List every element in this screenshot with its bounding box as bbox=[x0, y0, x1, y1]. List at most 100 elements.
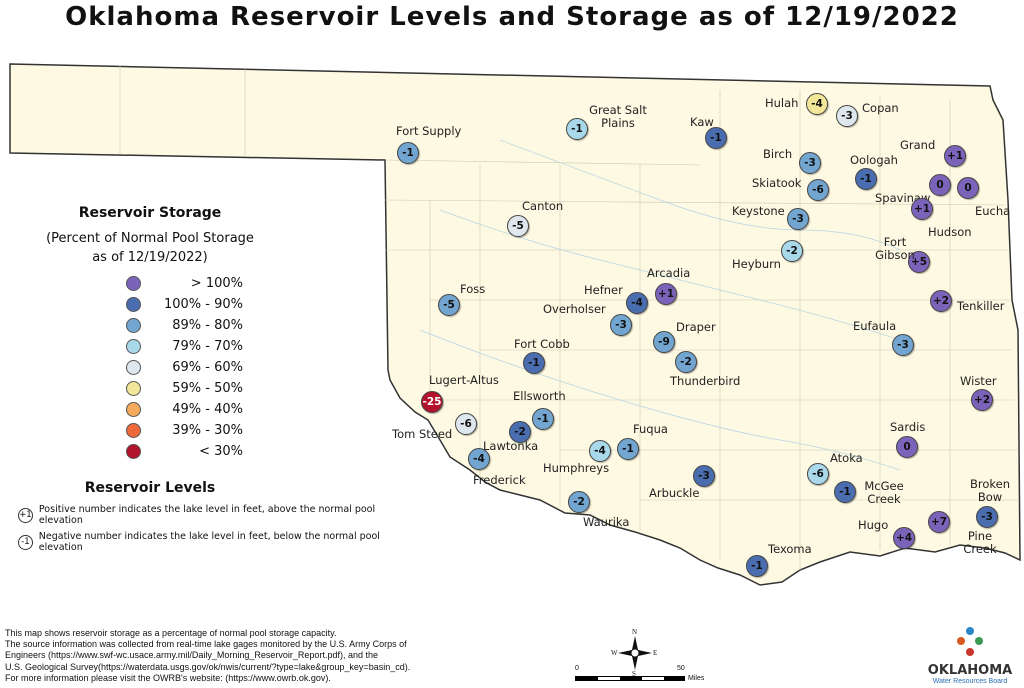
reservoir-label: Hugo bbox=[858, 518, 889, 532]
reservoir-marker[interactable]: -3 bbox=[892, 334, 914, 356]
reservoir-marker[interactable]: -3 bbox=[610, 314, 632, 336]
reservoir-label: Lugert-Altus bbox=[429, 373, 499, 387]
reservoir-marker[interactable]: -3 bbox=[787, 208, 809, 230]
reservoir-marker[interactable]: -1 bbox=[523, 352, 545, 374]
reservoir-marker[interactable]: +5 bbox=[908, 251, 930, 273]
reservoir-marker[interactable]: -3 bbox=[976, 506, 998, 528]
reservoir-marker[interactable]: -1 bbox=[746, 555, 768, 577]
reservoir-label: Oologah bbox=[850, 153, 898, 167]
reservoir-label: Grand bbox=[900, 138, 936, 152]
legend-swatch-icon bbox=[126, 360, 141, 375]
reservoir-marker[interactable]: -3 bbox=[836, 105, 858, 127]
note-line: For more information please visit the OW… bbox=[5, 672, 331, 683]
scale-end: 50 bbox=[677, 665, 685, 672]
reservoir-marker[interactable]: -9 bbox=[653, 331, 675, 353]
reservoir-marker[interactable]: -2 bbox=[675, 351, 697, 373]
reservoir-label: Birch bbox=[763, 147, 793, 161]
reservoir-marker[interactable]: -6 bbox=[807, 463, 829, 485]
reservoir-label: Arcadia bbox=[647, 266, 691, 280]
reservoir-label: Humphreys bbox=[543, 461, 610, 475]
reservoir-label: Keystone bbox=[732, 204, 785, 218]
reservoir-marker[interactable]: -1 bbox=[834, 481, 856, 503]
reservoir-label: Fort Supply bbox=[396, 124, 462, 138]
legend-label: 39% - 30% bbox=[172, 423, 243, 438]
legend-class: > 100% bbox=[0, 273, 300, 294]
negative-level-icon: -1 bbox=[18, 534, 33, 550]
reservoir-label: Canton bbox=[522, 199, 564, 213]
reservoir-marker[interactable]: -2 bbox=[781, 240, 803, 262]
reservoir-label: Waurika bbox=[583, 515, 630, 529]
reservoir-marker[interactable]: -3 bbox=[799, 152, 821, 174]
reservoir-marker[interactable]: -2 bbox=[509, 421, 531, 443]
reservoir-marker[interactable]: -2 bbox=[568, 491, 590, 513]
reservoir-label: Hudson bbox=[928, 225, 972, 239]
legend-class: 39% - 30% bbox=[0, 420, 300, 441]
levels-legend: Reservoir Levels +1 Positive number indic… bbox=[0, 480, 420, 558]
reservoir-label: McGee Creek bbox=[864, 479, 904, 506]
legend-swatch-icon bbox=[126, 402, 141, 417]
reservoir-marker[interactable]: -5 bbox=[438, 294, 460, 316]
reservoir-marker[interactable]: -1 bbox=[855, 168, 877, 190]
reservoir-label: Fort Gibson bbox=[875, 235, 915, 262]
reservoir-label: Overholser bbox=[543, 302, 606, 316]
reservoir-label: Pine Creek bbox=[963, 529, 997, 556]
reservoir-marker[interactable]: +2 bbox=[971, 389, 993, 411]
owrb-logo-icon bbox=[957, 627, 983, 656]
reservoir-label: Atoka bbox=[830, 451, 863, 465]
compass-e: E bbox=[653, 649, 658, 657]
legend-label: 89% - 80% bbox=[172, 318, 243, 333]
legend-class: 79% - 70% bbox=[0, 336, 300, 357]
reservoir-label: Sardis bbox=[890, 420, 926, 434]
reservoir-marker[interactable]: -1 bbox=[617, 438, 639, 460]
reservoir-marker[interactable]: -3 bbox=[693, 465, 715, 487]
reservoir-marker[interactable]: -4 bbox=[806, 93, 828, 115]
reservoir-marker[interactable]: -6 bbox=[807, 179, 829, 201]
legend-label: 49% - 40% bbox=[172, 402, 243, 417]
legend-label: 100% - 90% bbox=[163, 297, 243, 312]
reservoir-marker[interactable]: -4 bbox=[626, 292, 648, 314]
reservoir-marker[interactable]: -1 bbox=[705, 127, 727, 149]
reservoir-label: Eucha bbox=[975, 204, 1011, 218]
county-lines bbox=[119, 65, 1018, 570]
reservoir-marker[interactable]: -5 bbox=[507, 215, 529, 237]
reservoir-label: Kaw bbox=[690, 115, 714, 129]
reservoir-marker[interactable]: +2 bbox=[930, 290, 952, 312]
source-note: This map shows reservoir storage as a pe… bbox=[5, 628, 410, 684]
reservoir-marker[interactable]: -1 bbox=[397, 142, 419, 164]
reservoir-marker[interactable]: 0 bbox=[957, 177, 979, 199]
reservoir-marker[interactable]: 0 bbox=[896, 436, 918, 458]
reservoir-marker[interactable]: +4 bbox=[893, 527, 915, 549]
reservoir-label: Tenkiller bbox=[957, 299, 1005, 313]
legend-swatch-icon bbox=[126, 318, 141, 333]
legend-class: 49% - 40% bbox=[0, 399, 300, 420]
reservoir-marker[interactable]: -25 bbox=[421, 391, 443, 413]
reservoir-marker[interactable]: -1 bbox=[532, 408, 554, 430]
reservoir-marker[interactable]: -4 bbox=[589, 440, 611, 462]
reservoir-marker[interactable]: +1 bbox=[944, 145, 966, 167]
reservoir-label: Thunderbird bbox=[670, 374, 741, 388]
legend-class: 69% - 60% bbox=[0, 357, 300, 378]
reservoir-marker[interactable]: 0 bbox=[929, 174, 951, 196]
reservoir-marker[interactable]: -4 bbox=[468, 448, 490, 470]
reservoir-label: Broken Bow bbox=[969, 477, 1010, 504]
reservoir-label: Great Salt Plains bbox=[589, 103, 647, 130]
note-line: The source information was collected fro… bbox=[5, 639, 407, 650]
level-negative: -1 Negative number indicates the lake lev… bbox=[18, 531, 420, 553]
reservoir-label: Frederick bbox=[473, 473, 526, 487]
reservoir-marker[interactable]: -1 bbox=[566, 118, 588, 140]
scale-start: 0 bbox=[575, 665, 579, 672]
legend-swatch-icon bbox=[126, 381, 141, 396]
legend-title: Reservoir Storage bbox=[78, 205, 222, 221]
scale-unit: Miles bbox=[688, 675, 705, 682]
compass-w: W bbox=[611, 649, 618, 657]
reservoir-label: Arbuckle bbox=[649, 486, 700, 500]
compass-n: N bbox=[632, 628, 638, 636]
reservoir-marker[interactable]: +1 bbox=[911, 198, 933, 220]
reservoir-marker[interactable]: +7 bbox=[928, 511, 950, 533]
reservoir-marker[interactable]: +1 bbox=[655, 283, 677, 305]
reservoir-label: Lawtonka bbox=[483, 439, 539, 453]
reservoir-marker[interactable]: -6 bbox=[455, 413, 477, 435]
owrb-logo: OKLAHOMA Water Resources Board bbox=[925, 625, 1015, 685]
rivers bbox=[419, 139, 901, 471]
